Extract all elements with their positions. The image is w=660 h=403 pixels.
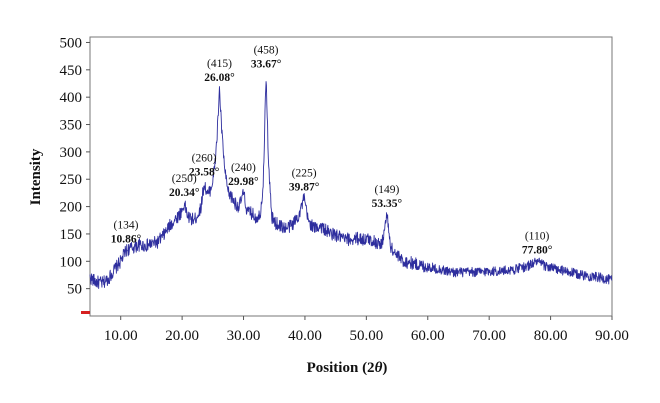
y-axis-title: Intensity	[28, 148, 44, 205]
peak-angle-label: 53.35°	[372, 198, 403, 210]
peak-angle-label: 77.80°	[522, 244, 553, 256]
peak-angle-label: 10.86°	[111, 233, 142, 245]
y-axis-ticks: 50 100 150 200 250 300 350 400 450 500	[60, 35, 90, 298]
y-tick-label: 350	[60, 118, 83, 134]
peak-hkl-label: (415)	[207, 58, 232, 70]
peak-hkl-label: (250)	[172, 173, 197, 185]
series-layer	[89, 81, 613, 289]
x-tick-label: 40.00	[288, 328, 322, 344]
peak-hkl-label: (240)	[231, 162, 256, 174]
y-tick-label: 250	[60, 172, 83, 188]
y-tick-label: 200	[60, 200, 83, 216]
peak-angle-label: 39.87°	[289, 181, 320, 193]
peak-hkl-label: (149)	[374, 184, 399, 196]
peak-angle-label: 33.67°	[251, 58, 282, 70]
x-axis-title: Position (2θ)	[307, 360, 388, 376]
y-tick-label: 100	[60, 254, 83, 270]
x-tick-label: 60.00	[411, 328, 445, 344]
y-tick-label: 50	[67, 282, 82, 298]
xrd-pattern-line	[89, 81, 613, 289]
baseline-marker	[81, 311, 90, 314]
peak-angle-label: 26.08°	[204, 72, 235, 84]
x-tick-label: 20.00	[165, 328, 199, 344]
x-tick-label: 10.00	[104, 328, 138, 344]
peak-hkl-label: (225)	[292, 167, 317, 179]
plot-area-group	[89, 36, 613, 317]
x-axis-ticks: 10.00 20.00 30.00 40.00 50.00 60.00 70.00 80.00…	[104, 316, 629, 344]
x-axis-title-symbol: θ	[375, 360, 383, 376]
peak-angle-label: 20.34°	[169, 187, 200, 199]
x-tick-label: 80.00	[534, 328, 568, 344]
y-tick-label: 450	[60, 63, 83, 79]
peak-hkl-label: (260)	[192, 153, 217, 165]
x-tick-label: 90.00	[595, 328, 629, 344]
plot-frame	[89, 36, 613, 317]
peak-hkl-label: (110)	[525, 230, 550, 242]
peak-angle-label: 23.58°	[189, 167, 220, 179]
x-tick-label: 30.00	[227, 328, 261, 344]
peak-annotations: (134) 10.86° (250) 20.34° (260) 23.58° (415) 26…	[111, 44, 553, 256]
y-tick-label: 150	[60, 227, 83, 243]
x-axis-title-suffix: )	[382, 360, 387, 376]
y-tick-label: 500	[60, 35, 83, 51]
y-tick-label: 400	[60, 90, 83, 106]
y-tick-label: 300	[60, 145, 83, 161]
x-tick-label: 50.00	[349, 328, 383, 344]
peak-angle-label: 29.98°	[228, 176, 259, 188]
peak-hkl-label: (458)	[254, 44, 279, 56]
peak-hkl-label: (134)	[114, 219, 139, 231]
x-tick-label: 70.00	[472, 328, 506, 344]
x-axis-title-prefix: Position (2	[307, 360, 375, 376]
